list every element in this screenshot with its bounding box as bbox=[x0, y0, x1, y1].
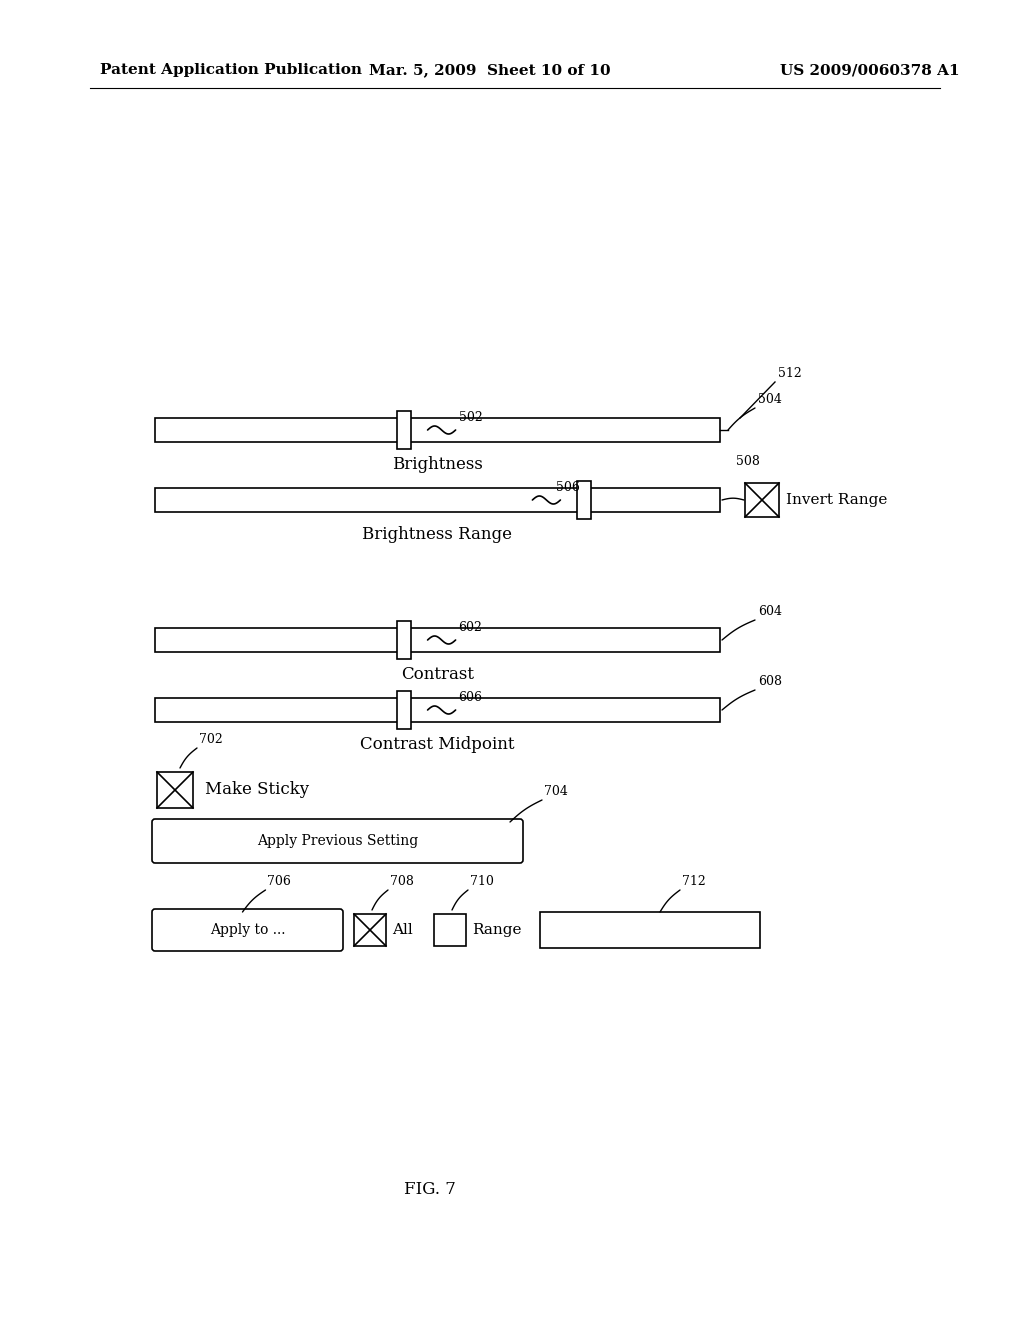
FancyBboxPatch shape bbox=[155, 418, 720, 442]
Text: Contrast Midpoint: Contrast Midpoint bbox=[360, 737, 515, 752]
FancyBboxPatch shape bbox=[434, 913, 466, 946]
Text: Contrast: Contrast bbox=[401, 667, 474, 682]
Text: Patent Application Publication: Patent Application Publication bbox=[100, 63, 362, 77]
FancyBboxPatch shape bbox=[157, 772, 193, 808]
Text: 504: 504 bbox=[758, 393, 782, 407]
Text: 704: 704 bbox=[544, 785, 568, 799]
FancyBboxPatch shape bbox=[155, 628, 720, 652]
FancyBboxPatch shape bbox=[578, 480, 592, 519]
Text: 708: 708 bbox=[390, 875, 414, 888]
Text: Apply Previous Setting: Apply Previous Setting bbox=[257, 834, 418, 847]
Text: Apply to ...: Apply to ... bbox=[210, 923, 286, 937]
Text: Range: Range bbox=[472, 923, 521, 937]
FancyBboxPatch shape bbox=[745, 483, 779, 517]
Text: 712: 712 bbox=[682, 875, 706, 888]
Text: 602: 602 bbox=[459, 620, 482, 634]
Text: 710: 710 bbox=[470, 875, 494, 888]
Text: Make Sticky: Make Sticky bbox=[205, 781, 309, 799]
Text: Invert Range: Invert Range bbox=[786, 492, 888, 507]
Text: 608: 608 bbox=[758, 675, 782, 688]
FancyBboxPatch shape bbox=[155, 698, 720, 722]
Text: 702: 702 bbox=[199, 733, 223, 746]
FancyBboxPatch shape bbox=[540, 912, 760, 948]
Text: 706: 706 bbox=[267, 875, 292, 888]
FancyBboxPatch shape bbox=[152, 818, 523, 863]
Text: 606: 606 bbox=[459, 690, 482, 704]
Text: All: All bbox=[392, 923, 413, 937]
Text: 512: 512 bbox=[778, 367, 802, 380]
FancyBboxPatch shape bbox=[396, 411, 411, 449]
FancyBboxPatch shape bbox=[155, 488, 720, 512]
Text: Brightness: Brightness bbox=[392, 455, 483, 473]
Text: FIG. 7: FIG. 7 bbox=[404, 1181, 456, 1199]
Text: US 2009/0060378 A1: US 2009/0060378 A1 bbox=[780, 63, 959, 77]
FancyBboxPatch shape bbox=[396, 620, 411, 659]
Text: 502: 502 bbox=[459, 411, 482, 424]
Text: Mar. 5, 2009  Sheet 10 of 10: Mar. 5, 2009 Sheet 10 of 10 bbox=[370, 63, 610, 77]
FancyBboxPatch shape bbox=[354, 913, 386, 946]
Text: 506: 506 bbox=[556, 480, 581, 494]
FancyBboxPatch shape bbox=[152, 909, 343, 950]
Text: Brightness Range: Brightness Range bbox=[362, 525, 512, 543]
FancyBboxPatch shape bbox=[396, 690, 411, 729]
Text: 604: 604 bbox=[758, 605, 782, 618]
Text: 508: 508 bbox=[736, 455, 760, 469]
